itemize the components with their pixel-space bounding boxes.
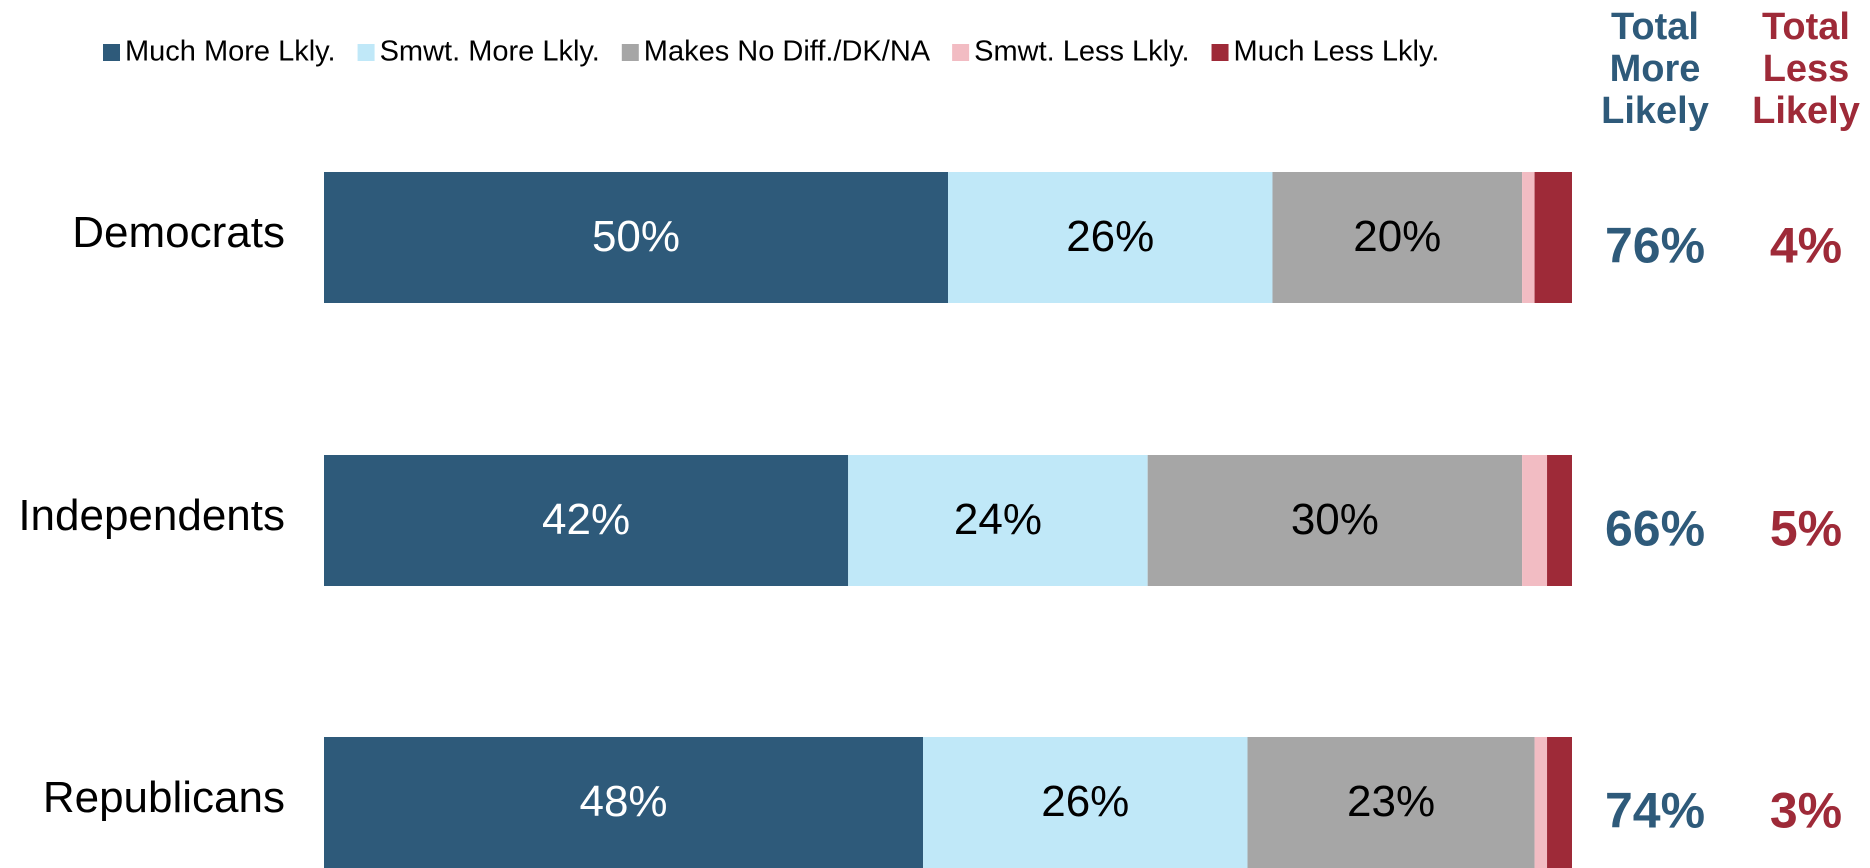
total-value: 76%	[1605, 218, 1705, 274]
total-header: Total More Likely	[1601, 6, 1709, 132]
data-label: 20%	[1353, 212, 1441, 261]
category-label: Democrats	[72, 208, 285, 257]
bar-segment	[1534, 172, 1572, 303]
data-label: 26%	[1066, 212, 1154, 261]
legend-swatch	[357, 44, 375, 61]
bar-segment	[923, 737, 1248, 868]
legend-label: Much Less Lkly.	[1234, 36, 1440, 68]
bar-segment	[1247, 737, 1535, 868]
legend-swatch	[621, 44, 639, 61]
legend-swatch	[952, 44, 970, 61]
data-label: 30%	[1291, 495, 1379, 544]
bar-segment	[1522, 172, 1535, 303]
data-label: 50%	[592, 212, 680, 261]
total-value: 5%	[1770, 501, 1842, 557]
total-value: 4%	[1770, 218, 1842, 274]
bar-segment	[848, 455, 1148, 586]
data-label: 26%	[1041, 777, 1129, 826]
bar-segment	[324, 737, 924, 868]
bar-segment	[1547, 737, 1572, 868]
data-label: 42%	[542, 495, 630, 544]
bar-segment	[1547, 455, 1572, 586]
bar-segment	[948, 172, 1273, 303]
data-label: 24%	[954, 495, 1042, 544]
bar-segment	[324, 172, 948, 303]
bar-segment	[1522, 455, 1548, 586]
total-header: Total Less Likely	[1752, 6, 1860, 132]
data-label: 48%	[579, 777, 667, 826]
total-value: 3%	[1770, 783, 1842, 839]
bar-segment	[1272, 172, 1523, 303]
legend-label: Makes No Diff./DK/NA	[644, 36, 931, 68]
total-value: 66%	[1605, 501, 1705, 557]
legend-label: Smwt. Less Lkly.	[974, 36, 1189, 68]
bar-segment	[1147, 455, 1523, 586]
legend-swatch	[103, 44, 120, 61]
legend-label: Smwt. More Lkly.	[380, 36, 600, 68]
data-label: 23%	[1347, 777, 1435, 826]
category-label: Republicans	[43, 773, 285, 822]
bar-segment	[324, 455, 849, 586]
bar-segment	[1534, 737, 1548, 868]
legend-label: Much More Lkly.	[125, 36, 336, 68]
legend-swatch	[1211, 44, 1229, 61]
category-label: Independents	[18, 491, 285, 540]
total-value: 74%	[1605, 783, 1705, 839]
